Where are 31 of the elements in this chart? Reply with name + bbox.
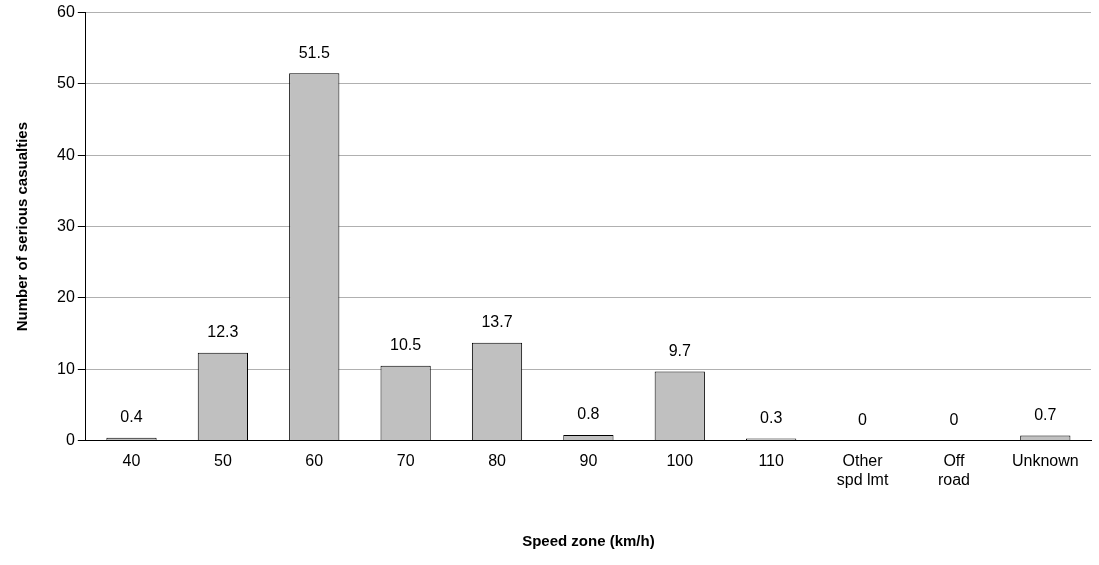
x-tick-label: 80 [488,451,507,469]
data-label: 51.5 [298,43,330,61]
x-tick-label: 100 [666,451,694,469]
data-label: 13.7 [481,313,513,331]
data-label: 9.7 [668,341,691,359]
y-tick-label: 20 [57,288,75,306]
x-tick-label: 50 [213,451,232,469]
x-axis-title: Speed zone (km/h) [522,532,655,550]
y-tick-label: 60 [57,3,75,21]
x-tick-label: Off road [937,451,970,488]
y-tick-label: 50 [57,74,75,92]
x-tick-label: 110 [758,451,785,469]
x-tick-label: 40 [122,451,141,469]
data-label: 0.7 [1034,406,1057,424]
x-tick-label: 70 [396,451,415,469]
x-tick-label: Unknown [1011,451,1079,469]
data-label: 0.4 [120,408,143,426]
x-tick-label: 90 [579,451,598,469]
data-label: 0 [949,411,959,429]
x-tick-label: Other spd lmt [836,451,889,488]
data-label: 12.3 [207,323,239,341]
y-tick-label: 30 [57,217,75,235]
data-label: 0.3 [760,408,783,426]
data-label: 0 [858,411,868,429]
data-label: 10.5 [390,336,422,354]
x-tick-label: 60 [305,451,324,469]
data-label: 0.8 [577,405,600,423]
y-tick-label: 10 [57,359,75,377]
y-tick-label: 40 [57,145,75,163]
y-axis-title: Number of serious casualties [13,121,31,332]
y-tick-label: 0 [65,431,75,449]
